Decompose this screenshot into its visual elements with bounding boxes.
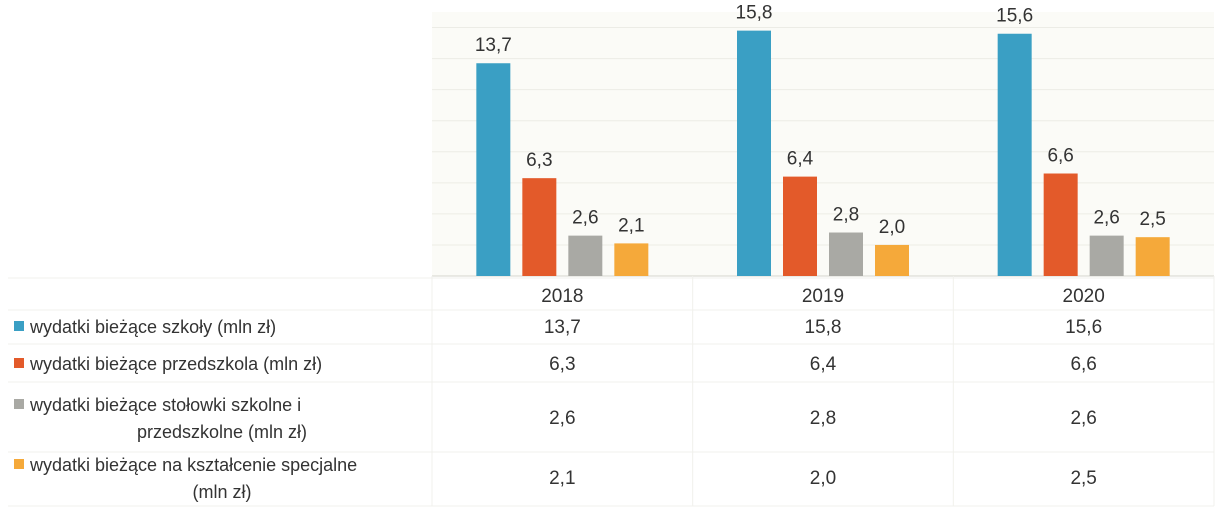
legend-label: wydatki bieżące na kształcenie specjalne bbox=[29, 455, 357, 475]
data-label: 15,6 bbox=[996, 6, 1033, 27]
bar bbox=[1043, 173, 1078, 276]
bars: 13,7 6,3 2,6 2,1 15,8 6,4 2,8 2,0 15,6 6,6 2,6 2,5 bbox=[475, 3, 1170, 277]
table-cell: 6,3 bbox=[549, 354, 575, 375]
legend-swatch bbox=[14, 358, 24, 368]
table-cell: 2,1 bbox=[549, 468, 575, 489]
legend-label: wydatki bieżące przedszkola (mln zł) bbox=[29, 354, 322, 374]
data-label: 2,6 bbox=[572, 208, 598, 229]
bar bbox=[1089, 235, 1124, 276]
bar bbox=[614, 243, 649, 276]
table-cell: 13,7 bbox=[544, 317, 581, 338]
data-label: 2,1 bbox=[618, 215, 644, 236]
bar bbox=[783, 176, 817, 276]
table-cell: 15,6 bbox=[1065, 317, 1102, 338]
data-label: 6,6 bbox=[1047, 146, 1073, 167]
data-label: 6,3 bbox=[526, 150, 552, 171]
bar bbox=[522, 178, 557, 276]
legend-label: wydatki bieżące stołowki szkolne i bbox=[29, 395, 301, 415]
legend-label: wydatki bieżące szkoły (mln zł) bbox=[29, 317, 276, 337]
table-cell: 2,6 bbox=[1070, 408, 1096, 429]
data-label: 2,8 bbox=[833, 205, 859, 226]
table-cell: 6,4 bbox=[810, 354, 837, 375]
legend-label: (mln zł) bbox=[193, 482, 252, 502]
table-cell: 2,5 bbox=[1070, 468, 1096, 489]
table-cell: 2,8 bbox=[810, 408, 836, 429]
table-cell: 6,6 bbox=[1070, 354, 1096, 375]
gridlines bbox=[432, 27, 1214, 246]
data-label: 2,0 bbox=[879, 217, 905, 238]
bar bbox=[875, 244, 909, 276]
bar bbox=[829, 232, 863, 276]
legend: wydatki bieżące szkoły (mln zł) wydatki b… bbox=[14, 317, 357, 502]
data-label: 15,8 bbox=[736, 3, 773, 24]
data-table: 2018 2019 2020 13,7 15,8 15,6 6,3 6,4 6,6 2,6 2,8 2… bbox=[8, 276, 1215, 507]
category-label: 2020 bbox=[1063, 286, 1105, 307]
legend-label: przedszkolne (mln zł) bbox=[137, 422, 307, 442]
bar bbox=[1135, 237, 1170, 276]
data-label: 13,7 bbox=[475, 35, 512, 56]
bar bbox=[476, 63, 511, 277]
table-cell: 2,0 bbox=[810, 468, 836, 489]
bar bbox=[568, 235, 603, 276]
category-label: 2018 bbox=[541, 286, 583, 307]
data-label: 2,5 bbox=[1139, 209, 1165, 230]
legend-swatch bbox=[14, 459, 24, 469]
table-cell: 15,8 bbox=[805, 317, 842, 338]
legend-swatch bbox=[14, 399, 24, 409]
category-label: 2019 bbox=[802, 286, 844, 307]
legend-swatch bbox=[14, 321, 24, 331]
table-cell: 2,6 bbox=[549, 408, 575, 429]
data-label: 2,6 bbox=[1093, 208, 1119, 229]
data-label: 6,4 bbox=[787, 149, 814, 170]
bar bbox=[737, 30, 771, 276]
plot-area bbox=[432, 12, 1214, 276]
bar bbox=[997, 33, 1032, 276]
